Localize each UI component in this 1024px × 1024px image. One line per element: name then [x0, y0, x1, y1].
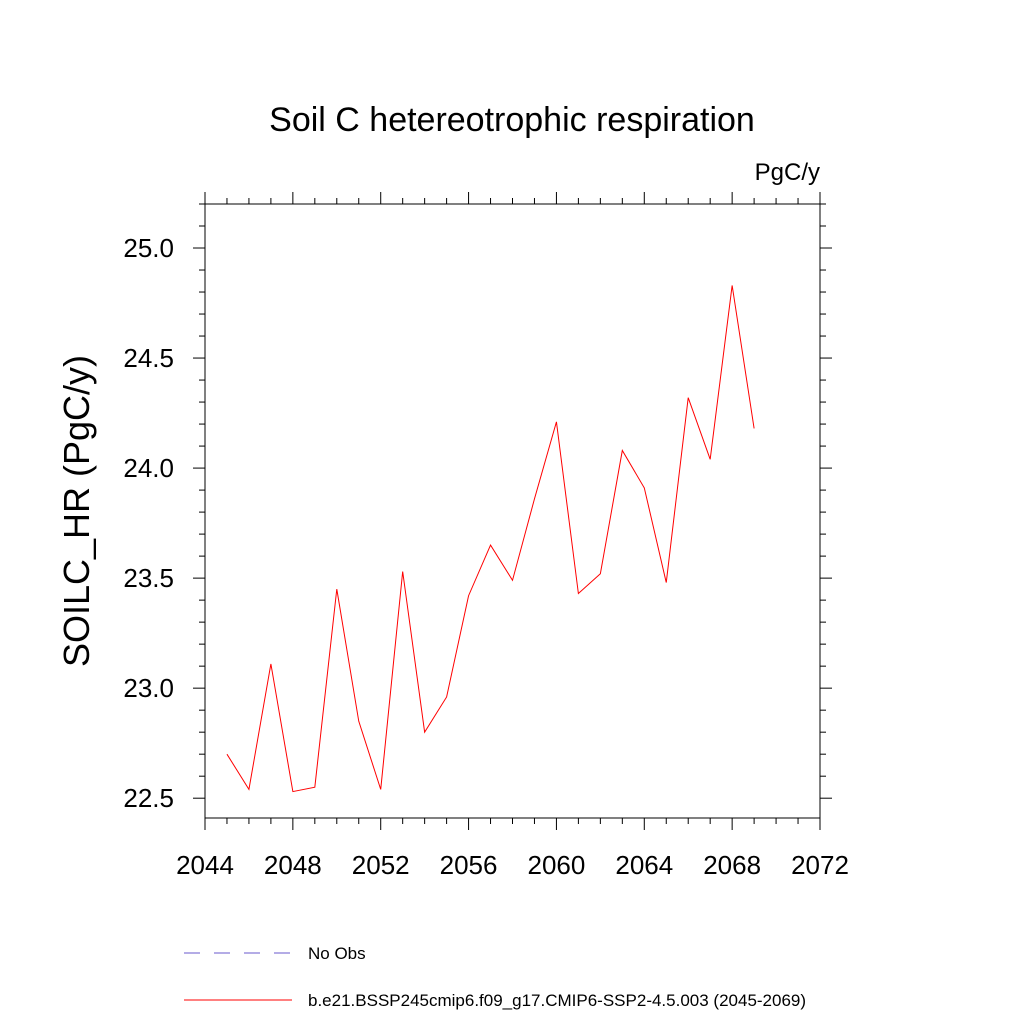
- x-tick-label: 2052: [352, 850, 410, 880]
- x-tick-label: 2048: [264, 850, 322, 880]
- units-label: PgC/y: [755, 159, 820, 186]
- y-tick-label: 25.0: [123, 233, 174, 263]
- plot-frame: [204, 203, 821, 819]
- x-tick-label: 2060: [528, 850, 586, 880]
- y-tick-label: 23.0: [123, 673, 174, 703]
- x-tick-label: 2068: [703, 850, 761, 880]
- x-tick-label: 2064: [615, 850, 673, 880]
- y-tick-label: 24.5: [123, 343, 174, 373]
- x-tick-label: 2072: [791, 850, 849, 880]
- axis-ticks: 2044 2048 2052 2056 2060 2064 2068 2072 22.5 23.0…: [123, 192, 849, 880]
- legend: No Obs b.e21.BSSP245cmip6.f09_g17.CMIP6-S…: [184, 944, 806, 1010]
- legend-label-1: b.e21.BSSP245cmip6.f09_g17.CMIP6-SSP2-4.…: [308, 991, 806, 1010]
- y-tick-label: 22.5: [123, 783, 174, 813]
- x-tick-label: 2044: [176, 850, 234, 880]
- series-layer: [226, 285, 755, 793]
- x-tick-label: 2056: [440, 850, 498, 880]
- y-tick-label: 24.0: [123, 453, 174, 483]
- y-axis-label: SOILC_HR (PgC/y): [56, 355, 97, 667]
- legend-label-0: No Obs: [308, 944, 366, 963]
- y-tick-label: 23.5: [123, 563, 174, 593]
- series-line-0: [226, 285, 755, 793]
- chart-title: Soil C hetereotrophic respiration: [269, 101, 755, 139]
